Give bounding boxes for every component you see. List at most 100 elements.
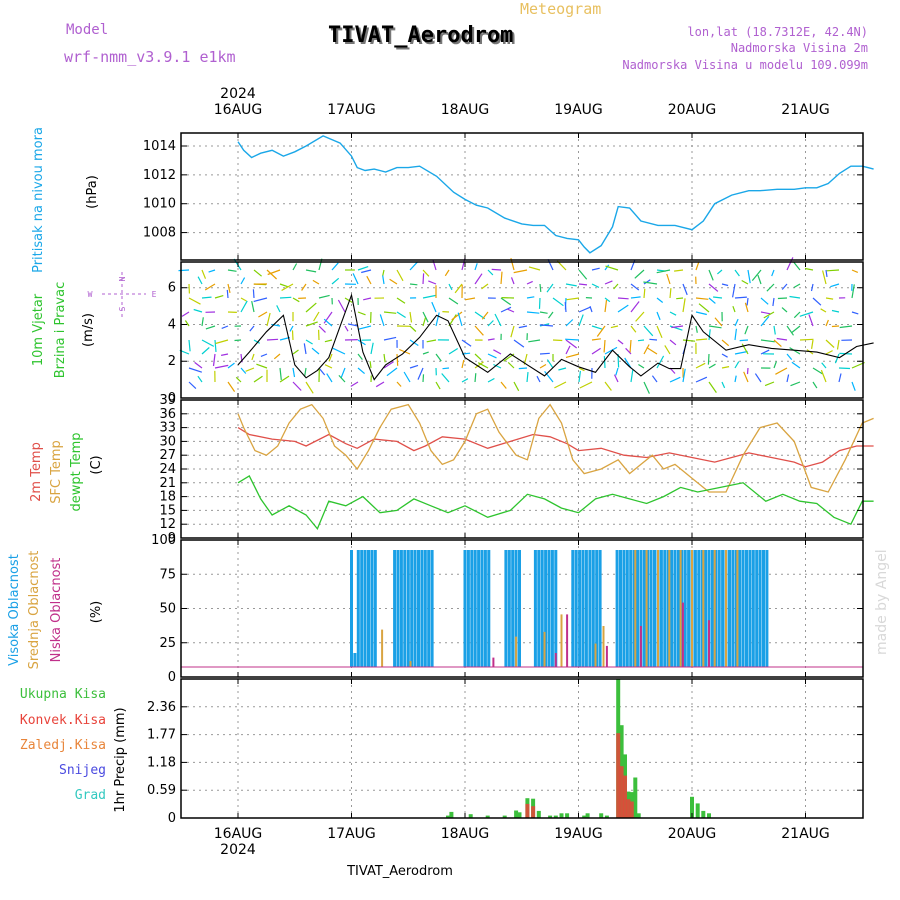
- y-tick-label: 1014: [143, 139, 176, 154]
- wind-barb: [214, 339, 217, 352]
- cloud-bar: [598, 550, 602, 667]
- cloud-bar: [420, 550, 424, 667]
- wind-barb: [510, 325, 515, 338]
- wind-barb: [698, 303, 710, 313]
- wind-barb: [435, 353, 442, 362]
- cloud-bar: [748, 550, 752, 667]
- wind-barb: [318, 367, 326, 376]
- wind-barb: [357, 339, 366, 346]
- wind-barb: [656, 325, 663, 339]
- elevation: Nadmorska Visina 2m: [731, 41, 868, 55]
- wind-barb: [771, 269, 775, 277]
- cloud-bar: [571, 550, 575, 667]
- wind-barb: [457, 312, 463, 327]
- cloud-bar: [427, 550, 431, 667]
- precip-bar: [485, 815, 490, 818]
- wind-barb: [713, 296, 723, 299]
- wind-barb: [578, 367, 585, 372]
- wind-barb: [528, 339, 541, 343]
- wind-barb: [822, 270, 827, 285]
- wind-barb: [464, 297, 476, 301]
- wind-barb: [721, 381, 726, 389]
- wind-barb: [383, 311, 397, 314]
- wind-barb: [603, 339, 606, 353]
- wind-barb: [240, 297, 247, 302]
- precip-bar: [707, 813, 711, 818]
- wind-barb: [383, 353, 386, 363]
- wind-barb: [669, 288, 672, 299]
- cloud-bar: [554, 550, 558, 667]
- compass-w: W: [88, 290, 93, 299]
- cloud-bar: [657, 550, 659, 667]
- wind-barb: [301, 283, 307, 291]
- wind-barb: [539, 324, 554, 327]
- wind-barb: [760, 311, 771, 315]
- wind-barb: [578, 306, 592, 313]
- top-day-label: 18AUG: [441, 102, 490, 118]
- wind-barb: [383, 361, 394, 369]
- wind-barb: [721, 366, 730, 369]
- precip-bar: [468, 814, 473, 818]
- wind-barb: [630, 325, 637, 333]
- wind-barb: [643, 279, 651, 285]
- year-bottom: 2024: [220, 842, 256, 858]
- wind-barb: [578, 370, 581, 383]
- wind-barb: [279, 296, 292, 299]
- wind-barb: [214, 295, 224, 299]
- wind-barb: [786, 353, 793, 360]
- bottom-day-label: 19AUG: [554, 826, 603, 842]
- wind-barb: [546, 359, 554, 369]
- wind-barb: [734, 350, 748, 355]
- wind-barb: [305, 321, 318, 327]
- wind-barb: [763, 311, 775, 319]
- cloud-bar: [765, 550, 769, 667]
- precip-bar: [695, 803, 700, 818]
- cloud-bar: [466, 550, 470, 667]
- wind-barb: [318, 294, 330, 299]
- wind-barb: [507, 361, 515, 369]
- wind-barb: [221, 325, 229, 329]
- cloud-bar: [734, 550, 738, 667]
- cloud-bar: [625, 550, 629, 667]
- wind-barb: [474, 325, 484, 336]
- cloud-bar: [537, 550, 541, 667]
- cloud-bar: [547, 550, 551, 667]
- wind-barb: [695, 261, 700, 271]
- precip-bar: [446, 815, 450, 818]
- cloud-bar: [393, 550, 397, 667]
- wind-barb: [338, 374, 346, 383]
- cloud-bar: [406, 550, 410, 667]
- wind-barb: [352, 273, 359, 285]
- y-tick-label: 33: [159, 421, 176, 436]
- cloud-bar: [728, 550, 731, 667]
- marks-layer: [178, 135, 874, 818]
- wind-barb: [305, 381, 314, 394]
- wind-barb: [708, 269, 714, 281]
- precip-unit: 1hr Precip (mm): [113, 707, 128, 812]
- wind-barb: [477, 362, 489, 369]
- y-tick-label: 1012: [143, 168, 176, 183]
- wind-barb: [357, 311, 366, 316]
- wind-barb: [382, 269, 385, 277]
- wind-barb: [253, 375, 263, 383]
- precip-bar: [514, 810, 519, 818]
- bottom-day-label: 17AUG: [327, 826, 376, 842]
- wind-barb: [227, 269, 237, 272]
- cloud-bar: [632, 550, 636, 667]
- wind-barb: [781, 307, 788, 313]
- wind-barb: [825, 339, 835, 348]
- wind-barb: [635, 311, 645, 322]
- cloud-bar: [595, 550, 599, 667]
- wind-barb: [487, 269, 494, 276]
- wind-barb: [656, 355, 665, 369]
- wind-barb: [721, 353, 728, 358]
- wind-barb: [554, 381, 567, 389]
- wind-barb: [444, 269, 450, 277]
- wind-barb: [215, 339, 229, 345]
- wind-barb: [604, 297, 611, 303]
- wind-barb: [732, 283, 736, 298]
- wind-barb: [757, 274, 762, 285]
- cloud-bar: [403, 550, 407, 667]
- top-day-label: 21AUG: [781, 102, 830, 118]
- wind-barb: [565, 345, 571, 355]
